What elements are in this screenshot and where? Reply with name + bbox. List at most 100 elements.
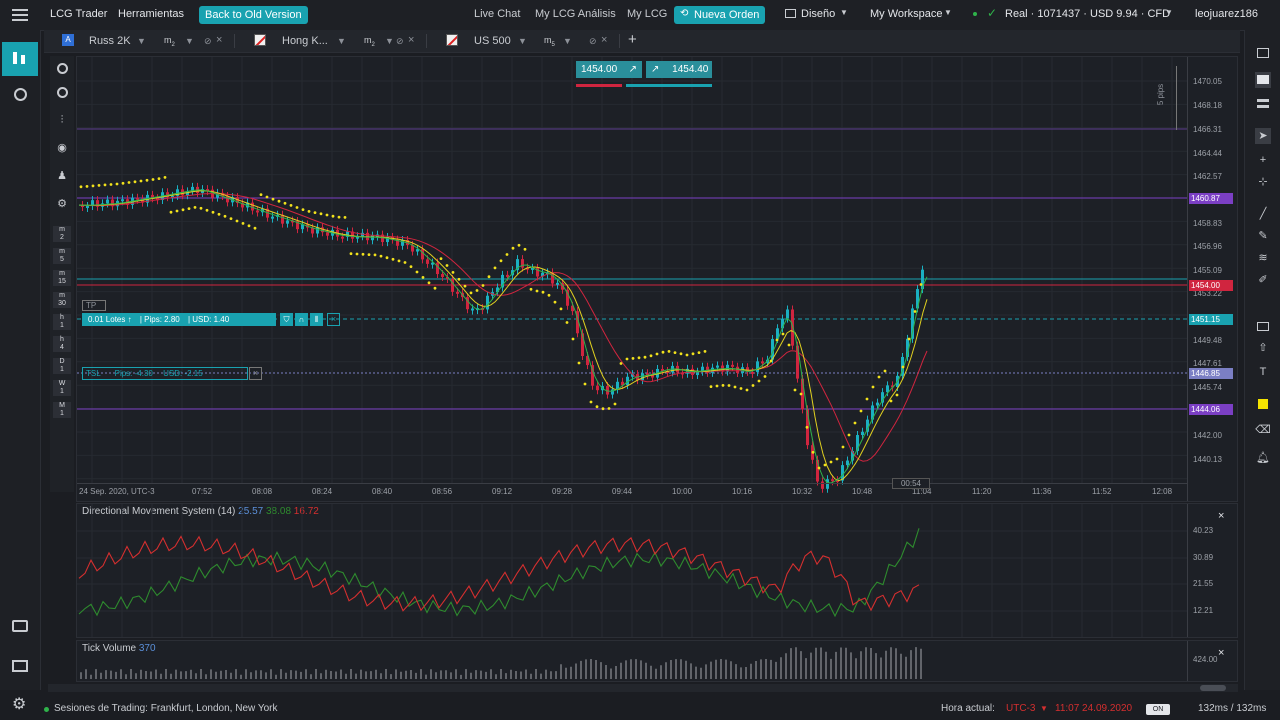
- fibonacci-icon[interactable]: ≋: [1258, 252, 1268, 264]
- trash-icon[interactable]: ⌫: [1255, 424, 1271, 436]
- candle-body: [251, 202, 254, 211]
- psar-dot: [271, 197, 275, 201]
- chevron-down-icon[interactable]: ▼: [185, 36, 194, 46]
- toggle-switch[interactable]: ON: [1146, 704, 1170, 715]
- psar-dot: [319, 212, 323, 216]
- indicators-icon[interactable]: ⫶: [60, 114, 64, 126]
- candle-body: [801, 378, 804, 410]
- crosshair-plus-icon[interactable]: ⊹: [1258, 176, 1268, 188]
- cursor-icon[interactable]: ➤: [1255, 128, 1271, 144]
- dms-panel[interactable]: Directional Movement System (14) 25.57 3…: [76, 503, 1238, 638]
- candle-body: [301, 224, 304, 230]
- tab-timeframe[interactable]: m2: [364, 35, 375, 48]
- chevron-down-icon[interactable]: ▼: [137, 36, 146, 46]
- horizontal-scrollbar[interactable]: [48, 684, 1238, 692]
- chevron-down-icon[interactable]: ▼: [1040, 704, 1048, 713]
- link-icon[interactable]: ⊘: [396, 36, 404, 46]
- arrow-up-icon[interactable]: ⇧: [1258, 342, 1268, 354]
- pencil-icon[interactable]: ✎: [1258, 230, 1268, 242]
- tick-volume-panel[interactable]: Tick Volume 370 × 424.00: [76, 640, 1238, 682]
- chevron-down-icon[interactable]: ▼: [518, 36, 527, 46]
- my-lcg-link[interactable]: My LCG: [627, 8, 668, 20]
- chevron-down-icon[interactable]: ▼: [337, 36, 346, 46]
- timeframe-m15[interactable]: m 15: [53, 270, 71, 286]
- close-sl-icon[interactable]: ×: [249, 367, 262, 380]
- account-info[interactable]: Real · 1071437 · USD 9.94 · CFD: [1005, 8, 1171, 20]
- app-name[interactable]: LCG Trader: [50, 8, 108, 20]
- shield-icon[interactable]: ⛉: [280, 313, 293, 326]
- design-menu[interactable]: Diseño: [801, 8, 836, 20]
- layout-split-icon[interactable]: [1255, 96, 1271, 112]
- tab-timeframe[interactable]: m2: [164, 35, 175, 48]
- user-menu[interactable]: leojuarez186: [1195, 8, 1258, 20]
- split-icon[interactable]: ⫴: [310, 313, 323, 326]
- person-icon[interactable]: ♟: [57, 170, 67, 182]
- layout-single-icon[interactable]: [1255, 44, 1271, 60]
- tools-menu[interactable]: Herramientas: [118, 8, 185, 20]
- link-icon[interactable]: ⊘: [589, 36, 597, 46]
- workspace-menu[interactable]: My Workspace: [870, 8, 943, 20]
- tab-us-500[interactable]: US 500: [474, 35, 511, 47]
- psar-dot: [529, 287, 533, 291]
- close-icon[interactable]: ×: [408, 34, 415, 46]
- text-icon[interactable]: T: [1259, 366, 1267, 378]
- candle-body: [716, 365, 719, 368]
- analysis-link[interactable]: My LCG Análisis: [535, 8, 616, 20]
- link-icon[interactable]: ⊘: [204, 36, 212, 46]
- add-tab-icon[interactable]: +: [628, 31, 637, 48]
- chevron-down-icon[interactable]: ▼: [563, 36, 572, 46]
- tp-label[interactable]: TP: [82, 300, 106, 311]
- charts-nav-button[interactable]: [2, 42, 38, 76]
- timezone-select[interactable]: UTC-3: [1006, 703, 1036, 714]
- candle-body: [881, 392, 884, 403]
- scrollbar-thumb[interactable]: [1200, 685, 1226, 691]
- zoom-out-icon[interactable]: [53, 84, 71, 102]
- price-chart[interactable]: 1470.05 1468.18 1466.31 1464.44 1462.57 1460.…: [76, 56, 1238, 502]
- position-line-label[interactable]: 0.01 Lotes ↑ | Pips: 2.80 | USD: 1.40: [82, 313, 276, 326]
- sell-button[interactable]: 1454.00 ↗: [576, 61, 642, 78]
- close-position-icon[interactable]: ×: [327, 313, 340, 326]
- brush-icon[interactable]: ✐: [1258, 274, 1268, 286]
- hamburger-icon[interactable]: [12, 9, 28, 21]
- crosshair-icon[interactable]: +: [1259, 154, 1267, 166]
- buy-bar: [626, 84, 712, 87]
- line-icon[interactable]: ╱: [1259, 208, 1267, 220]
- search-icon[interactable]: [14, 88, 27, 101]
- rectangle-icon[interactable]: [1255, 318, 1271, 334]
- chevron-down-icon: ▼: [944, 8, 952, 17]
- lock-icon[interactable]: ∩: [295, 313, 308, 326]
- settings-icon[interactable]: ⚙: [57, 198, 67, 210]
- tab-timeframe[interactable]: m5: [544, 35, 555, 48]
- chat-icon[interactable]: [12, 620, 28, 632]
- color-swatch-icon[interactable]: [1255, 396, 1271, 412]
- gear-icon[interactable]: ⚙: [12, 696, 27, 713]
- zoom-in-icon[interactable]: [53, 60, 71, 78]
- alert-bell-icon[interactable]: 🔔︎: [1256, 452, 1270, 464]
- close-icon[interactable]: ×: [601, 34, 608, 46]
- tab-russ-2k[interactable]: Russ 2K: [89, 35, 131, 47]
- new-order-button[interactable]: ⟲ Nueva Orden: [674, 6, 766, 24]
- timeframe-m30[interactable]: m 30: [53, 292, 71, 308]
- news-icon[interactable]: [12, 660, 28, 672]
- live-chat-link[interactable]: Live Chat: [474, 8, 521, 20]
- stop-loss-label[interactable]: TSL Pips: -4.30 USD: -2.15: [82, 367, 248, 380]
- close-icon[interactable]: ×: [1218, 647, 1225, 659]
- close-icon[interactable]: ×: [1218, 510, 1225, 522]
- price-chart-svg[interactable]: [77, 57, 1237, 501]
- close-icon[interactable]: ×: [216, 34, 223, 46]
- buy-button[interactable]: ↗ 1454.40: [646, 61, 712, 78]
- old-version-button[interactable]: Back to Old Version: [199, 6, 308, 24]
- chevron-down-icon[interactable]: ▼: [385, 36, 394, 46]
- psar-dot: [589, 400, 593, 404]
- tab-hong-kong[interactable]: Hong K...: [282, 35, 328, 47]
- draw-icon[interactable]: ◉: [57, 142, 67, 154]
- layout-full-icon[interactable]: [1255, 72, 1271, 88]
- psar-dot: [865, 397, 869, 401]
